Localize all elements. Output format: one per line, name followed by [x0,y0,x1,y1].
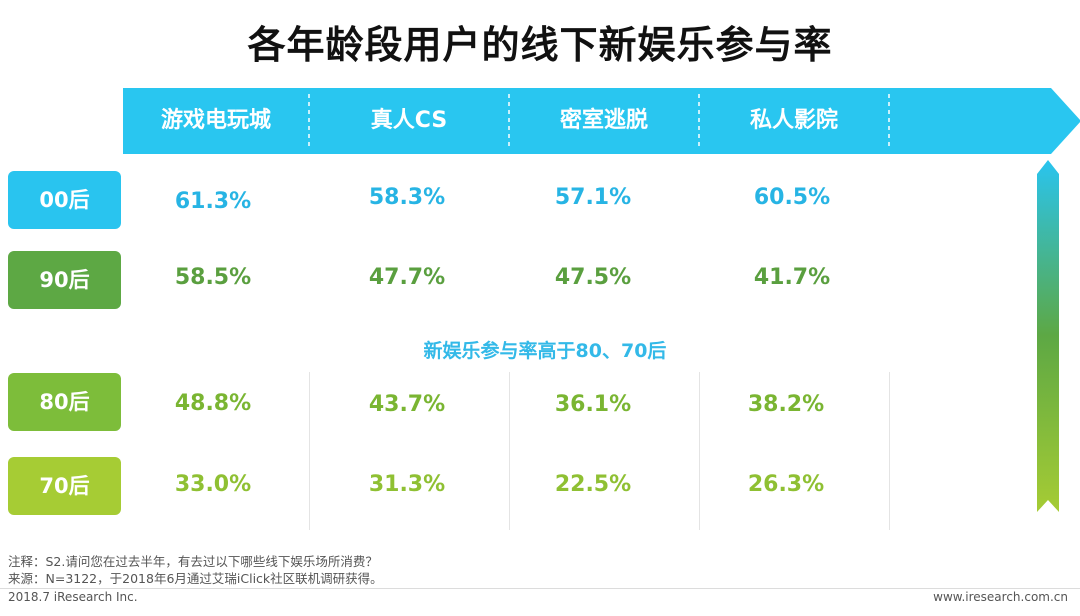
header-band [123,88,1080,154]
cell-80s-arcade: 48.8% [174,391,252,416]
footnote-question: 注释：S2.请问您在过去半年，有去过以下哪些线下娱乐场所消费？ [8,554,378,569]
subheading: 新娱乐参与率高于80、70后 [423,340,667,362]
cell-70s-private-cinema: 26.3% [747,472,825,497]
cell-00s-arcade: 61.3% [174,189,252,214]
cell-00s-private-cinema: 60.5% [753,185,831,210]
cell-70s-live-cs: 31.3% [368,472,446,497]
column-header-private-cinema: 私人影院 [749,108,838,133]
cell-70s-escape-room: 22.5% [554,472,632,497]
cell-00s-escape-room: 57.1% [554,185,632,210]
cell-80s-private-cinema: 38.2% [747,392,825,417]
column-header-arcade: 游戏电玩城 [160,108,271,133]
row-label-00s: 00后 [8,171,121,229]
column-divider [699,372,700,530]
column-divider [509,372,510,530]
footer-copyright: 2018.7 iResearch Inc. [8,590,138,604]
cell-00s-live-cs: 58.3% [368,185,446,210]
row-label-80s: 80后 [8,373,121,431]
footnote-source: 来源：N=3122，于2018年6月通过艾瑞iClick社区联机调研获得。 [8,571,383,586]
footer-divider [0,588,1080,589]
footer-website: www.iresearch.com.cn [933,590,1068,604]
column-divider [309,372,310,530]
page-title: 各年龄段用户的线下新娱乐参与率 [247,23,833,67]
cell-90s-private-cinema: 41.7% [753,265,831,290]
row-label-70s: 70后 [8,457,121,515]
row-label-90s: 90后 [8,251,121,309]
cell-90s-escape-room: 47.5% [554,265,632,290]
column-divider [889,372,890,530]
cell-80s-live-cs: 43.7% [368,392,446,417]
trend-arrow [1037,160,1059,512]
column-header-live-cs: 真人CS [370,108,448,133]
cell-80s-escape-room: 36.1% [554,392,632,417]
cell-90s-live-cs: 47.7% [368,265,446,290]
column-header-escape-room: 密室逃脱 [559,108,648,133]
cell-70s-arcade: 33.0% [174,472,252,497]
cell-90s-arcade: 58.5% [174,265,252,290]
